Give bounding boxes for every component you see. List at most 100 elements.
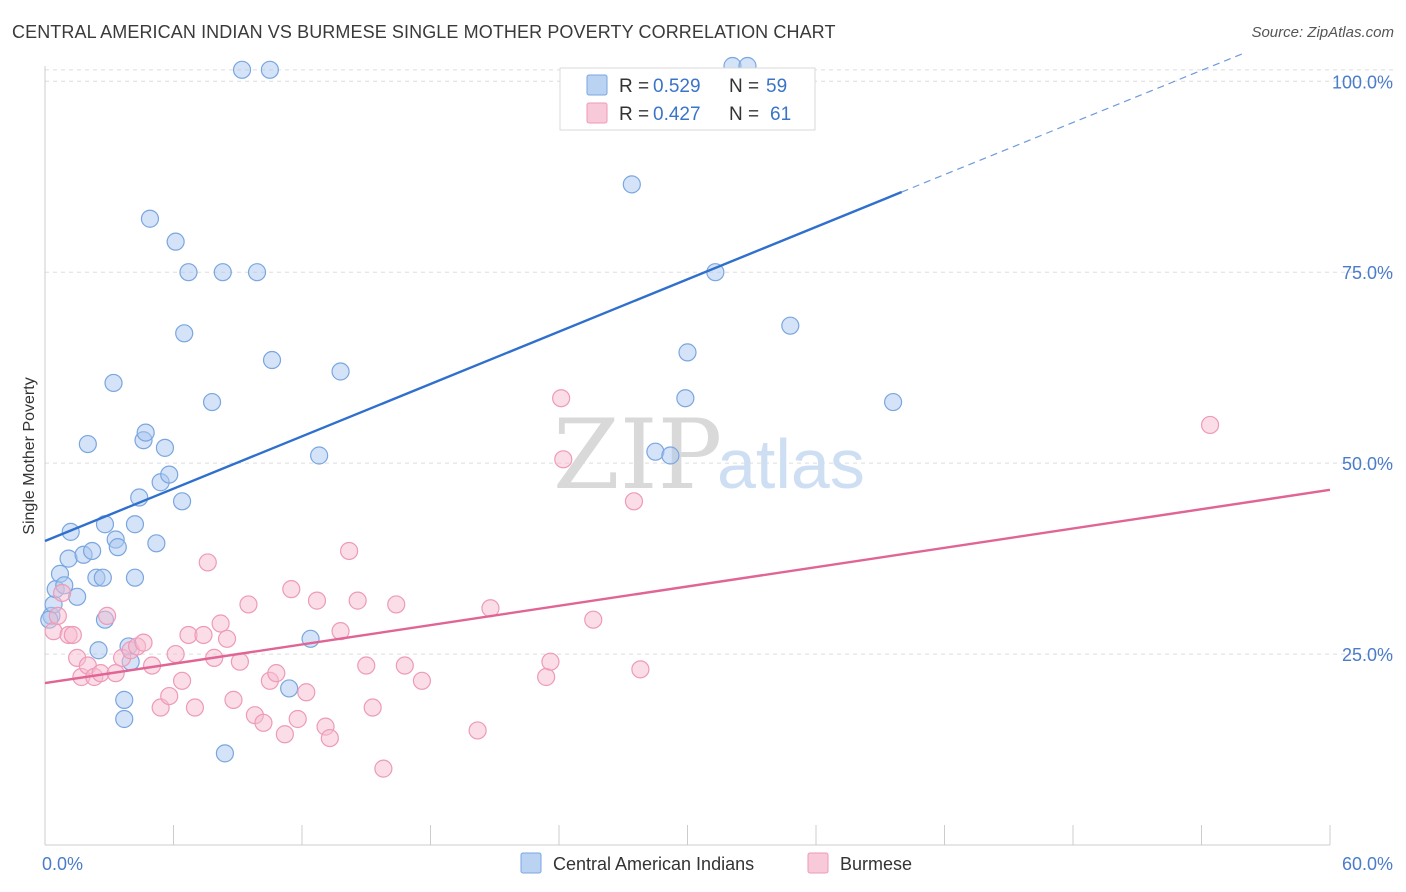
point-burmese bbox=[537, 667, 556, 687]
source-label: Source: ZipAtlas.com bbox=[1251, 24, 1394, 41]
point-burmese bbox=[631, 660, 650, 679]
point-central-american-indians bbox=[125, 568, 145, 587]
point-burmese bbox=[320, 728, 339, 748]
point-central-american-indians bbox=[166, 232, 185, 251]
legend-r-value: 0.529 bbox=[653, 76, 701, 97]
legend-r-label: R = bbox=[619, 76, 649, 97]
point-burmese bbox=[282, 580, 301, 599]
point-central-american-indians bbox=[59, 549, 78, 568]
point-central-american-indians bbox=[646, 442, 665, 461]
point-central-american-indians bbox=[215, 744, 234, 763]
point-central-american-indians bbox=[676, 389, 695, 408]
legend-swatch-blue bbox=[586, 74, 608, 96]
x-tick-label: 0.0% bbox=[42, 854, 83, 874]
point-burmese bbox=[554, 450, 573, 469]
gridlines bbox=[45, 69, 1395, 655]
point-burmese bbox=[160, 686, 179, 706]
point-burmese bbox=[552, 389, 571, 408]
series-burmese-points bbox=[44, 389, 1220, 778]
point-burmese bbox=[340, 541, 359, 561]
point-burmese bbox=[357, 656, 376, 675]
point-central-american-indians bbox=[247, 263, 267, 282]
point-central-american-indians bbox=[331, 362, 350, 381]
point-central-american-indians bbox=[125, 515, 145, 534]
legend-r-label: R = bbox=[619, 104, 649, 125]
y-tick-label: 25.0% bbox=[1342, 645, 1393, 665]
point-burmese bbox=[297, 683, 316, 702]
point-burmese bbox=[63, 625, 82, 645]
watermark-zip: ZIP bbox=[553, 399, 722, 511]
point-central-american-indians bbox=[179, 263, 198, 282]
point-burmese bbox=[53, 583, 72, 603]
trendline-central-american-indians-extension bbox=[901, 52, 1245, 193]
bottom-legend-swatch-pink bbox=[807, 852, 829, 874]
point-central-american-indians bbox=[175, 324, 194, 343]
trendline-burmese bbox=[44, 488, 1331, 685]
bottom-legend-label-pink: Burmese bbox=[840, 854, 912, 874]
legend-n-value: 59 bbox=[766, 76, 787, 97]
point-burmese bbox=[348, 591, 367, 610]
point-burmese bbox=[198, 553, 217, 572]
point-central-american-indians bbox=[78, 434, 97, 454]
point-burmese bbox=[363, 698, 382, 717]
point-central-american-indians bbox=[213, 263, 232, 282]
point-burmese bbox=[387, 595, 406, 614]
point-central-american-indians bbox=[147, 534, 166, 553]
point-burmese bbox=[307, 591, 327, 610]
point-burmese bbox=[166, 644, 185, 664]
x-tick-label: 60.0% bbox=[1342, 854, 1393, 874]
point-burmese bbox=[275, 725, 294, 744]
point-central-american-indians bbox=[260, 60, 279, 79]
watermark: ZIP atlas bbox=[553, 399, 865, 511]
point-central-american-indians bbox=[89, 641, 108, 660]
point-central-american-indians bbox=[68, 587, 87, 606]
y-tick-label: 100.0% bbox=[1332, 72, 1393, 92]
legend-n-label: N = bbox=[729, 76, 759, 97]
chart-title: CENTRAL AMERICAN INDIAN VS BURMESE SINGL… bbox=[12, 22, 836, 42]
point-central-american-indians bbox=[104, 373, 123, 393]
point-burmese bbox=[134, 633, 153, 652]
point-burmese bbox=[584, 610, 603, 629]
legend-n-value: 61 bbox=[770, 104, 791, 125]
point-central-american-indians bbox=[280, 679, 299, 698]
point-central-american-indians bbox=[232, 60, 252, 79]
point-burmese bbox=[1200, 415, 1220, 435]
legend-r-value: 0.427 bbox=[653, 104, 701, 125]
point-central-american-indians bbox=[202, 392, 222, 412]
y-tick-labels: 25.0% 50.0% 75.0% 100.0% bbox=[1332, 72, 1393, 665]
point-central-american-indians bbox=[883, 392, 903, 412]
legend-swatch-pink bbox=[586, 102, 608, 124]
point-central-american-indians bbox=[678, 343, 697, 362]
point-central-american-indians bbox=[140, 209, 160, 228]
point-central-american-indians bbox=[108, 538, 127, 557]
axes bbox=[44, 66, 1331, 846]
point-burmese bbox=[239, 595, 258, 614]
point-burmese bbox=[211, 614, 230, 633]
point-central-american-indians bbox=[661, 446, 680, 465]
bottom-legend-swatch-blue bbox=[520, 852, 542, 874]
watermark-atlas: atlas bbox=[717, 425, 865, 503]
point-burmese bbox=[288, 709, 307, 729]
y-axis-title: Single Mother Poverty bbox=[21, 377, 38, 534]
bottom-legend-label-blue: Central American Indians bbox=[553, 854, 754, 874]
point-central-american-indians bbox=[172, 492, 192, 511]
point-burmese bbox=[267, 664, 286, 683]
point-central-american-indians bbox=[781, 316, 800, 335]
point-burmese bbox=[395, 656, 414, 675]
point-central-american-indians bbox=[160, 465, 179, 484]
legend-n-label: N = bbox=[729, 104, 759, 125]
point-burmese bbox=[172, 671, 192, 690]
point-central-american-indians bbox=[115, 709, 134, 729]
point-burmese bbox=[541, 652, 560, 671]
point-burmese bbox=[412, 671, 432, 690]
point-burmese bbox=[217, 629, 237, 648]
trendlines bbox=[44, 52, 1331, 685]
point-burmese bbox=[48, 606, 67, 625]
y-tick-label: 75.0% bbox=[1342, 263, 1393, 283]
point-central-american-indians bbox=[155, 438, 175, 457]
point-central-american-indians bbox=[310, 446, 329, 465]
y-tick-label: 50.0% bbox=[1342, 454, 1393, 474]
point-central-american-indians bbox=[262, 350, 282, 370]
point-burmese bbox=[624, 492, 644, 511]
